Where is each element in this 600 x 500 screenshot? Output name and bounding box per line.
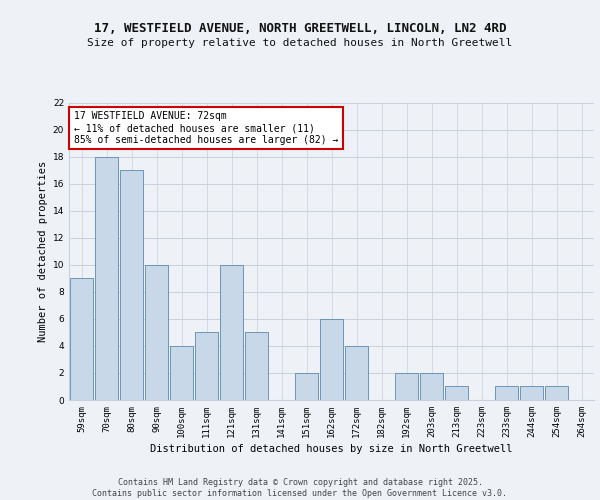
Bar: [320, 319, 343, 400]
Bar: [494, 386, 518, 400]
Bar: [395, 373, 418, 400]
Bar: [445, 386, 469, 400]
Bar: [119, 170, 143, 400]
Bar: [520, 386, 544, 400]
Bar: [95, 156, 118, 400]
Bar: [220, 265, 244, 400]
Bar: [344, 346, 368, 400]
Text: 17 WESTFIELD AVENUE: 72sqm
← 11% of detached houses are smaller (11)
85% of semi: 17 WESTFIELD AVENUE: 72sqm ← 11% of deta…: [74, 112, 338, 144]
Bar: [419, 373, 443, 400]
Bar: [170, 346, 193, 400]
Bar: [245, 332, 268, 400]
X-axis label: Distribution of detached houses by size in North Greetwell: Distribution of detached houses by size …: [150, 444, 513, 454]
Text: 17, WESTFIELD AVENUE, NORTH GREETWELL, LINCOLN, LN2 4RD: 17, WESTFIELD AVENUE, NORTH GREETWELL, L…: [94, 22, 506, 36]
Bar: [70, 278, 94, 400]
Y-axis label: Number of detached properties: Number of detached properties: [38, 160, 49, 342]
Bar: [545, 386, 568, 400]
Text: Size of property relative to detached houses in North Greetwell: Size of property relative to detached ho…: [88, 38, 512, 48]
Bar: [145, 265, 169, 400]
Bar: [194, 332, 218, 400]
Bar: [295, 373, 319, 400]
Text: Contains HM Land Registry data © Crown copyright and database right 2025.
Contai: Contains HM Land Registry data © Crown c…: [92, 478, 508, 498]
